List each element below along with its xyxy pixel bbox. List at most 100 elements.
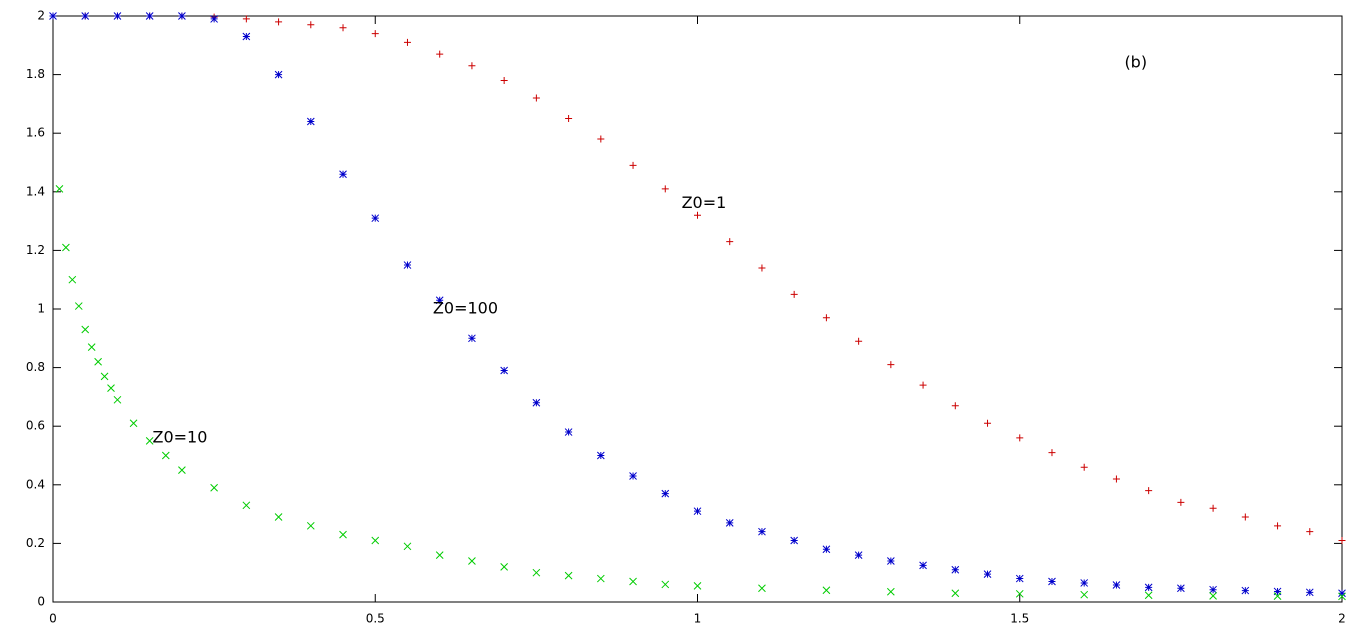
data-point — [500, 562, 509, 571]
data-point — [242, 15, 250, 23]
annotation: (b) — [1124, 52, 1147, 71]
data-point — [661, 185, 669, 193]
data-point — [564, 571, 573, 580]
data-point — [597, 135, 605, 143]
data-point — [629, 577, 637, 586]
x-tick-label: 2 — [1338, 612, 1346, 626]
data-point — [790, 290, 798, 298]
data-point — [306, 117, 315, 126]
data-point — [339, 530, 347, 539]
data-point — [81, 12, 90, 20]
data-point — [62, 243, 70, 252]
data-point — [1209, 591, 1217, 600]
data-point — [855, 337, 863, 345]
data-point — [129, 419, 138, 428]
data-point — [1241, 513, 1249, 521]
data-point — [1112, 475, 1120, 483]
data-point — [371, 30, 379, 38]
data-point — [468, 62, 476, 70]
data-point — [1048, 449, 1056, 457]
data-point — [951, 402, 959, 410]
data-point — [339, 170, 347, 179]
data-point — [1080, 579, 1089, 587]
data-point — [629, 161, 637, 169]
data-point — [94, 357, 102, 366]
data-point — [726, 238, 734, 246]
data-point — [661, 580, 670, 589]
annotation: Z0=1 — [682, 193, 727, 212]
data-point — [951, 589, 960, 598]
x-tick-label: 0.5 — [366, 612, 385, 626]
data-point — [1273, 592, 1282, 600]
data-point — [107, 384, 115, 392]
data-point — [274, 513, 283, 521]
x-tick-label: 0 — [49, 612, 57, 626]
data-point — [145, 12, 154, 20]
data-point — [74, 302, 83, 310]
y-tick-label: 0.8 — [26, 360, 45, 374]
data-point — [1274, 522, 1282, 530]
y-tick-label: 0 — [37, 595, 45, 609]
data-point — [435, 551, 444, 559]
data-point — [275, 18, 283, 26]
data-point — [210, 483, 218, 492]
data-point — [532, 94, 540, 102]
data-point — [403, 38, 411, 46]
data-point — [1177, 584, 1185, 593]
data-point — [435, 296, 444, 305]
annotation: Z0=10 — [153, 427, 208, 446]
y-tick-label: 1 — [37, 302, 45, 316]
data-point — [55, 185, 64, 193]
data-point — [725, 519, 734, 527]
data-point — [1338, 536, 1346, 544]
data-point — [886, 587, 895, 596]
y-tick-label: 1.6 — [26, 126, 45, 140]
data-point — [500, 366, 509, 375]
data-point — [694, 211, 701, 219]
data-point — [242, 501, 251, 510]
data-point — [565, 115, 573, 123]
data-point — [1048, 577, 1056, 586]
data-point — [242, 32, 251, 41]
data-point — [1306, 528, 1314, 536]
data-point — [596, 451, 605, 460]
data-point — [468, 334, 476, 343]
data-point — [822, 545, 831, 554]
data-point — [886, 557, 895, 565]
data-point — [274, 70, 283, 79]
data-point — [100, 372, 109, 381]
data-point — [87, 343, 96, 351]
data-point — [596, 574, 605, 583]
data-point — [161, 451, 170, 460]
data-point — [984, 419, 992, 427]
data-point — [564, 428, 573, 436]
data-point — [500, 76, 508, 84]
y-tick-label: 0.6 — [26, 419, 45, 433]
data-point — [1015, 574, 1024, 583]
data-point — [1209, 504, 1217, 512]
data-point — [1015, 589, 1024, 598]
data-point — [1177, 498, 1185, 506]
data-point — [1016, 434, 1024, 442]
data-point — [854, 551, 863, 559]
data-point — [758, 584, 766, 593]
data-point — [403, 261, 412, 269]
data-point — [532, 568, 541, 577]
x-tick-label: 1.5 — [1010, 612, 1029, 626]
data-point — [919, 561, 927, 570]
data-point — [1338, 589, 1346, 598]
data-point — [1209, 585, 1217, 594]
data-point — [629, 472, 637, 480]
y-tick-label: 0.4 — [26, 477, 45, 491]
data-point — [371, 536, 380, 545]
data-point — [306, 521, 315, 530]
data-point — [790, 536, 799, 545]
data-point — [532, 398, 541, 407]
data-point — [1145, 487, 1153, 495]
data-point — [1080, 590, 1089, 599]
y-tick-label: 2 — [37, 9, 45, 23]
y-tick-label: 1.4 — [26, 184, 45, 198]
x-tick-label: 1 — [694, 612, 702, 626]
